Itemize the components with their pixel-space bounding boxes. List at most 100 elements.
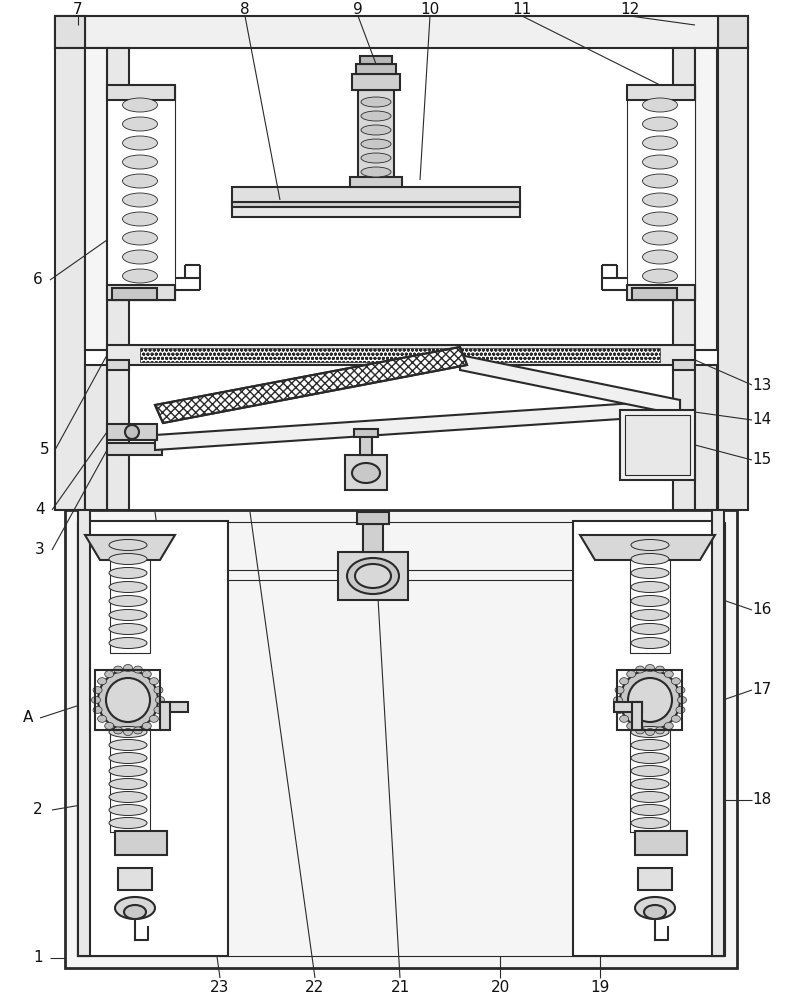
Ellipse shape: [631, 740, 669, 750]
Bar: [638, 868, 672, 890]
Ellipse shape: [143, 722, 151, 729]
Ellipse shape: [642, 117, 678, 131]
Ellipse shape: [631, 726, 669, 738]
Polygon shape: [155, 347, 467, 423]
Ellipse shape: [626, 722, 636, 729]
Bar: [55, 16, 748, 48]
Bar: [695, 48, 717, 350]
Ellipse shape: [115, 897, 155, 919]
Ellipse shape: [676, 706, 685, 713]
Ellipse shape: [642, 250, 678, 264]
Ellipse shape: [671, 715, 680, 722]
Ellipse shape: [646, 728, 654, 736]
Polygon shape: [85, 535, 175, 560]
Ellipse shape: [150, 678, 159, 685]
Bar: [107, 48, 129, 510]
Ellipse shape: [671, 678, 680, 685]
Bar: [345, 455, 387, 490]
Bar: [627, 85, 695, 100]
Ellipse shape: [109, 595, 147, 606]
Ellipse shape: [105, 722, 114, 729]
Bar: [712, 510, 724, 956]
Bar: [614, 702, 642, 712]
Ellipse shape: [154, 687, 163, 694]
Ellipse shape: [98, 715, 107, 722]
Text: 19: 19: [590, 980, 610, 996]
Ellipse shape: [134, 727, 143, 734]
Bar: [107, 345, 695, 365]
Bar: [107, 360, 129, 370]
Ellipse shape: [631, 638, 669, 648]
Bar: [85, 48, 107, 350]
Ellipse shape: [615, 687, 624, 694]
Bar: [632, 288, 677, 300]
Bar: [232, 187, 520, 205]
Bar: [620, 410, 695, 480]
Ellipse shape: [620, 715, 629, 722]
Ellipse shape: [361, 153, 391, 163]
Bar: [77, 522, 725, 956]
Bar: [352, 74, 400, 90]
Ellipse shape: [143, 671, 151, 678]
Bar: [360, 56, 392, 64]
Bar: [107, 85, 175, 100]
Ellipse shape: [642, 174, 678, 188]
Ellipse shape: [93, 687, 102, 694]
Ellipse shape: [154, 706, 163, 713]
Ellipse shape: [123, 155, 158, 169]
Ellipse shape: [626, 671, 636, 678]
Ellipse shape: [631, 568, 669, 578]
Text: 12: 12: [621, 2, 640, 17]
Bar: [632, 702, 642, 730]
Ellipse shape: [631, 752, 669, 764]
Ellipse shape: [635, 897, 675, 919]
Ellipse shape: [642, 155, 678, 169]
Ellipse shape: [620, 678, 629, 685]
Ellipse shape: [615, 706, 624, 713]
Ellipse shape: [98, 670, 158, 730]
Ellipse shape: [106, 678, 150, 722]
Ellipse shape: [664, 671, 674, 678]
Text: 3: 3: [35, 542, 45, 558]
Ellipse shape: [361, 139, 391, 149]
Ellipse shape: [644, 905, 666, 919]
Ellipse shape: [642, 193, 678, 207]
Bar: [107, 85, 175, 300]
Ellipse shape: [361, 111, 391, 121]
Ellipse shape: [109, 792, 147, 802]
Bar: [718, 48, 748, 510]
Bar: [358, 90, 394, 180]
Ellipse shape: [347, 558, 399, 594]
Bar: [630, 728, 670, 832]
Bar: [85, 365, 107, 510]
Ellipse shape: [631, 595, 669, 606]
Text: 10: 10: [421, 2, 440, 17]
Circle shape: [125, 425, 139, 439]
Ellipse shape: [631, 540, 669, 550]
Ellipse shape: [155, 696, 164, 704]
Bar: [140, 348, 660, 362]
Bar: [115, 831, 167, 855]
Ellipse shape: [631, 804, 669, 816]
Ellipse shape: [123, 250, 158, 264]
Bar: [78, 510, 90, 956]
Ellipse shape: [636, 666, 645, 673]
Bar: [107, 424, 157, 440]
Ellipse shape: [123, 117, 158, 131]
Ellipse shape: [631, 818, 669, 828]
Bar: [338, 552, 408, 600]
Bar: [232, 207, 520, 217]
Ellipse shape: [642, 98, 678, 112]
Bar: [112, 288, 157, 300]
Ellipse shape: [655, 666, 664, 673]
Ellipse shape: [123, 664, 132, 672]
Bar: [160, 702, 188, 712]
Ellipse shape: [631, 554, 669, 564]
Ellipse shape: [109, 554, 147, 564]
Bar: [360, 435, 372, 455]
Text: 16: 16: [752, 602, 771, 617]
Ellipse shape: [109, 766, 147, 776]
Ellipse shape: [631, 624, 669, 635]
Ellipse shape: [620, 670, 680, 730]
Bar: [350, 177, 402, 187]
